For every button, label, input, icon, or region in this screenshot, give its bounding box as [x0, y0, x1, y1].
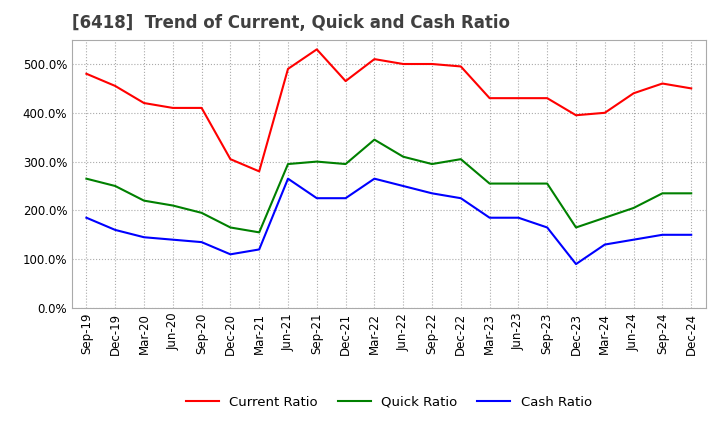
- Quick Ratio: [140, 198, 148, 203]
- Current Ratio: [629, 91, 638, 96]
- Current Ratio: [456, 64, 465, 69]
- Quick Ratio: [687, 191, 696, 196]
- Legend: Current Ratio, Quick Ratio, Cash Ratio: Current Ratio, Quick Ratio, Cash Ratio: [181, 391, 597, 414]
- Cash Ratio: [226, 252, 235, 257]
- Cash Ratio: [370, 176, 379, 181]
- Current Ratio: [255, 169, 264, 174]
- Quick Ratio: [572, 225, 580, 230]
- Current Ratio: [341, 78, 350, 84]
- Cash Ratio: [197, 239, 206, 245]
- Current Ratio: [572, 113, 580, 118]
- Quick Ratio: [284, 161, 292, 167]
- Quick Ratio: [111, 183, 120, 189]
- Cash Ratio: [687, 232, 696, 238]
- Quick Ratio: [226, 225, 235, 230]
- Cash Ratio: [428, 191, 436, 196]
- Line: Quick Ratio: Quick Ratio: [86, 139, 691, 232]
- Cash Ratio: [629, 237, 638, 242]
- Quick Ratio: [341, 161, 350, 167]
- Line: Current Ratio: Current Ratio: [86, 49, 691, 171]
- Cash Ratio: [572, 261, 580, 267]
- Quick Ratio: [197, 210, 206, 216]
- Quick Ratio: [543, 181, 552, 186]
- Cash Ratio: [82, 215, 91, 220]
- Current Ratio: [111, 83, 120, 88]
- Quick Ratio: [168, 203, 177, 208]
- Cash Ratio: [255, 247, 264, 252]
- Current Ratio: [312, 47, 321, 52]
- Current Ratio: [428, 61, 436, 66]
- Cash Ratio: [140, 235, 148, 240]
- Cash Ratio: [284, 176, 292, 181]
- Quick Ratio: [456, 157, 465, 162]
- Quick Ratio: [629, 205, 638, 211]
- Current Ratio: [226, 157, 235, 162]
- Current Ratio: [687, 86, 696, 91]
- Text: [6418]  Trend of Current, Quick and Cash Ratio: [6418] Trend of Current, Quick and Cash …: [72, 15, 510, 33]
- Current Ratio: [658, 81, 667, 86]
- Cash Ratio: [543, 225, 552, 230]
- Cash Ratio: [168, 237, 177, 242]
- Current Ratio: [600, 110, 609, 115]
- Current Ratio: [543, 95, 552, 101]
- Cash Ratio: [600, 242, 609, 247]
- Cash Ratio: [312, 195, 321, 201]
- Quick Ratio: [399, 154, 408, 159]
- Current Ratio: [284, 66, 292, 72]
- Cash Ratio: [658, 232, 667, 238]
- Cash Ratio: [485, 215, 494, 220]
- Quick Ratio: [485, 181, 494, 186]
- Current Ratio: [168, 105, 177, 110]
- Line: Cash Ratio: Cash Ratio: [86, 179, 691, 264]
- Cash Ratio: [111, 227, 120, 233]
- Current Ratio: [82, 71, 91, 77]
- Quick Ratio: [514, 181, 523, 186]
- Quick Ratio: [428, 161, 436, 167]
- Current Ratio: [514, 95, 523, 101]
- Quick Ratio: [370, 137, 379, 142]
- Cash Ratio: [514, 215, 523, 220]
- Quick Ratio: [312, 159, 321, 164]
- Current Ratio: [399, 61, 408, 66]
- Quick Ratio: [255, 230, 264, 235]
- Current Ratio: [197, 105, 206, 110]
- Current Ratio: [370, 56, 379, 62]
- Cash Ratio: [399, 183, 408, 189]
- Quick Ratio: [658, 191, 667, 196]
- Quick Ratio: [600, 215, 609, 220]
- Quick Ratio: [82, 176, 91, 181]
- Current Ratio: [485, 95, 494, 101]
- Cash Ratio: [341, 195, 350, 201]
- Current Ratio: [140, 100, 148, 106]
- Cash Ratio: [456, 195, 465, 201]
